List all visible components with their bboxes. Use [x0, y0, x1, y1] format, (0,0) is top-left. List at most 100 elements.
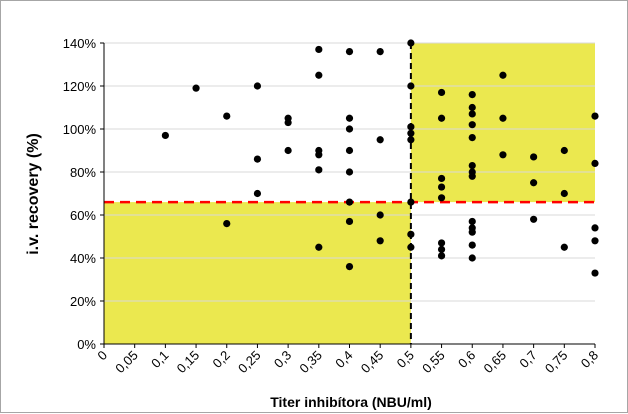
x-tick-label: 0,75 — [542, 348, 571, 377]
y-axis-title: i.v. recovery (%) — [25, 133, 42, 255]
data-point — [591, 159, 599, 167]
x-tick-label: 0 — [94, 348, 110, 364]
y-tick-label: 20% — [70, 294, 96, 309]
data-point — [530, 153, 538, 161]
x-tick-label: 0,25 — [235, 348, 264, 377]
data-point — [468, 172, 476, 180]
y-tick-label: 60% — [70, 208, 96, 223]
data-point — [223, 112, 231, 120]
data-point — [407, 198, 415, 206]
data-point — [468, 254, 476, 262]
data-point — [591, 269, 599, 277]
data-point — [591, 224, 599, 232]
x-tick-label: 0,55 — [419, 348, 448, 377]
x-axis-title: Titer inhibítora (NBU/ml) — [270, 394, 432, 410]
data-point — [376, 48, 384, 56]
data-point — [437, 174, 446, 183]
data-point — [345, 48, 354, 56]
x-tick-label: 0,6 — [455, 348, 478, 371]
x-tick-label: 0,35 — [296, 348, 325, 377]
data-point — [437, 239, 446, 247]
x-tick-label: 0,1 — [148, 348, 171, 371]
data-point — [437, 183, 446, 191]
x-tick-label: 0,7 — [516, 348, 539, 371]
data-point — [499, 151, 507, 159]
data-point — [407, 136, 415, 144]
data-points — [161, 39, 599, 277]
data-point — [345, 263, 354, 271]
shaded-region-0 — [104, 202, 411, 344]
data-point — [223, 220, 231, 228]
x-tick-label: 0,3 — [271, 348, 294, 371]
x-tick-label: 0,65 — [481, 348, 510, 377]
data-point — [560, 189, 568, 198]
data-point — [468, 121, 476, 129]
y-tick-label: 40% — [70, 251, 96, 266]
y-tick-label: 0% — [77, 337, 96, 352]
data-point — [161, 131, 169, 140]
x-tick-label: 0,45 — [358, 348, 387, 377]
data-point — [499, 114, 507, 122]
x-tick-label: 0,5 — [394, 348, 417, 371]
data-point — [468, 217, 476, 226]
data-point — [345, 198, 354, 206]
data-point — [376, 237, 384, 245]
data-point — [315, 71, 323, 79]
x-tick-label: 0,15 — [174, 348, 203, 377]
data-point — [315, 166, 323, 174]
y-tick-label: 140% — [63, 36, 97, 51]
data-point — [253, 189, 262, 198]
data-point — [530, 215, 538, 223]
data-point — [530, 179, 538, 187]
y-tick-label: 80% — [70, 165, 96, 180]
data-point — [407, 243, 415, 251]
data-point — [468, 161, 476, 170]
data-point — [407, 82, 415, 90]
data-point — [345, 125, 354, 133]
data-point — [407, 129, 415, 137]
data-point — [315, 45, 323, 54]
data-point — [468, 110, 476, 118]
data-point — [591, 112, 599, 120]
data-point — [315, 243, 323, 251]
data-point — [253, 155, 262, 163]
data-point — [437, 252, 446, 260]
x-tick-label: 0,2 — [209, 348, 232, 371]
data-point — [437, 245, 446, 253]
data-point — [345, 217, 354, 226]
data-point — [437, 194, 446, 202]
data-point — [407, 39, 415, 47]
data-point — [468, 91, 476, 99]
data-point — [345, 168, 354, 176]
data-point — [376, 136, 384, 144]
shaded-regions — [104, 43, 595, 344]
data-point — [468, 103, 476, 112]
data-point — [560, 146, 568, 155]
data-point — [468, 228, 476, 236]
x-tick-label: 0,8 — [578, 348, 601, 371]
data-point — [560, 243, 568, 251]
data-point — [253, 82, 262, 90]
x-tick-label: 0,05 — [112, 348, 141, 377]
data-point — [376, 211, 384, 219]
data-point — [192, 84, 200, 92]
data-point — [407, 230, 415, 238]
gridlines — [104, 42, 595, 302]
data-point — [345, 114, 354, 122]
data-point — [468, 134, 476, 142]
data-point — [437, 88, 446, 97]
data-point — [315, 151, 323, 159]
data-point — [468, 241, 476, 249]
data-point — [407, 123, 415, 131]
data-point — [345, 146, 354, 155]
axes — [100, 42, 596, 348]
data-point — [437, 114, 446, 122]
data-point — [284, 118, 292, 127]
data-point — [499, 71, 507, 79]
data-point — [284, 146, 292, 155]
y-tick-label: 100% — [63, 122, 97, 137]
x-tick-label: 0,4 — [332, 348, 355, 371]
y-tick-label: 120% — [63, 79, 97, 94]
